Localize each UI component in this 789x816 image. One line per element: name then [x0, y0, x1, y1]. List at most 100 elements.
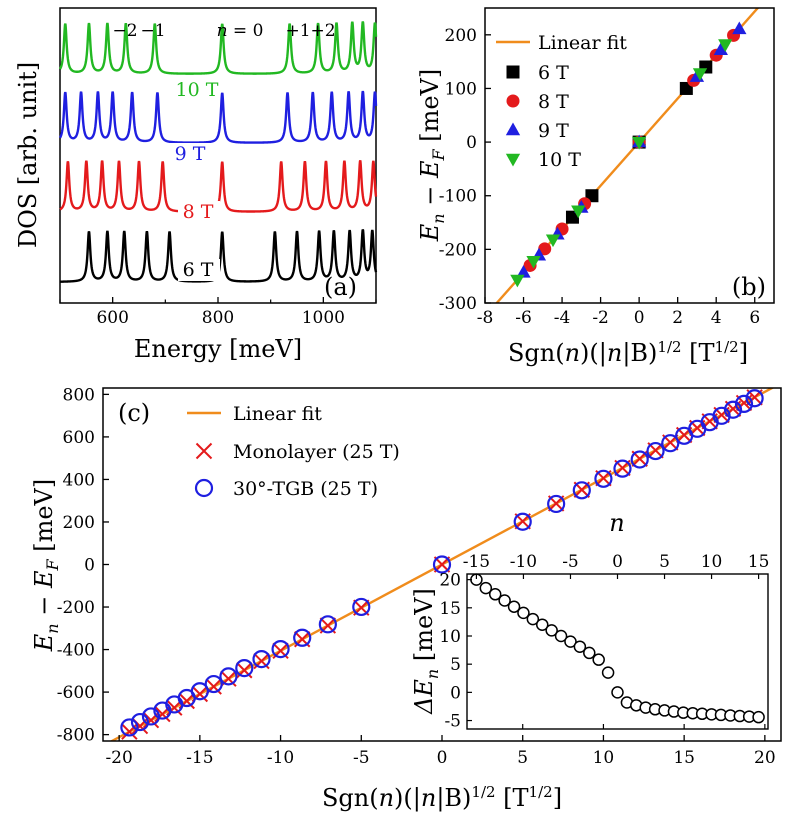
series-10T — [510, 39, 733, 288]
legend-marker — [506, 65, 520, 79]
x-tick-label: -4 — [554, 308, 571, 328]
x-tick-label: 600 — [96, 308, 128, 328]
legend-fit-label: Linear fit — [538, 32, 627, 54]
legend-marker — [506, 94, 520, 108]
y-tick-label: 0 — [84, 556, 95, 576]
data-point — [713, 42, 728, 56]
data-point — [318, 615, 337, 634]
data-point — [432, 555, 452, 574]
data-point — [235, 659, 254, 678]
x-tick-label: 15 — [673, 748, 695, 768]
inset-point — [573, 640, 587, 653]
panel-c-ylabel: En − EF [meV] — [30, 479, 62, 653]
inset-point — [611, 686, 624, 699]
dos-curve-10T — [58, 21, 378, 75]
level-label: +1 — [285, 21, 310, 41]
data-point — [120, 718, 139, 737]
panel-c-tag: (c) — [118, 399, 150, 427]
x-tick-label: 800 — [202, 308, 234, 328]
y-tick-label: -100 — [439, 187, 477, 207]
data-point — [723, 400, 743, 419]
data-point — [252, 650, 271, 669]
y-tick-label: -600 — [57, 683, 95, 703]
y-tick-label: -800 — [57, 726, 95, 746]
panel-c: -20 -15 -10 -5 0 5 10 15 20-800-600-400-20002004… — [57, 385, 782, 768]
data-point — [510, 274, 525, 288]
dos-curve-9T — [58, 90, 378, 144]
data-point — [545, 234, 561, 248]
legend-label: 10 T — [538, 149, 581, 171]
x-tick-label: 2 — [672, 308, 683, 328]
inset-point — [583, 646, 596, 660]
x-tick-label: -20 — [105, 748, 132, 768]
level-label-n0: n = 0 — [217, 21, 264, 41]
legend-label: 8 T — [538, 91, 569, 113]
inset-point — [517, 606, 530, 620]
dos-label-bg — [170, 143, 212, 165]
y-tick-label: -400 — [57, 641, 95, 661]
inset-point — [592, 653, 605, 666]
inset-y-tick-label: 20 — [439, 571, 461, 591]
data-point — [630, 450, 649, 469]
legend-label: 30°-TGB (25 T) — [233, 478, 378, 500]
data-point — [631, 136, 647, 150]
inset-y-tick-label: 10 — [439, 627, 461, 647]
data-point — [293, 628, 312, 647]
x-tick-label: 5 — [517, 748, 528, 768]
inset-point — [554, 629, 568, 643]
inset-point — [545, 624, 558, 637]
x-tick-label: 10 — [593, 748, 615, 768]
data-point — [745, 389, 764, 408]
data-point — [692, 68, 708, 81]
y-tick-label: 800 — [63, 385, 95, 405]
legend-marker — [194, 478, 214, 498]
legend-label: 9 T — [538, 120, 569, 142]
inset-y-tick-label: 15 — [439, 599, 461, 619]
panel-a-tag: (a) — [324, 273, 357, 301]
dos-label-6T: 6 T — [183, 259, 214, 281]
data-point — [571, 205, 586, 219]
x-tick-label: -15 — [186, 748, 213, 768]
legend-marker — [505, 122, 521, 136]
y-tick-label: 0 — [466, 133, 477, 153]
x-tick-label: 4 — [711, 308, 722, 328]
inset-top-tick-label: 10 — [701, 552, 723, 572]
level-label: −2 — [112, 21, 137, 41]
inset-xlabel: n — [609, 509, 624, 537]
x-tick-label: 6 — [749, 308, 760, 328]
level-label: −1 — [140, 21, 165, 41]
inset-point — [601, 666, 615, 679]
data-point — [646, 441, 665, 461]
data-point — [516, 264, 531, 278]
inset-point — [498, 594, 511, 607]
x-tick-label: 20 — [754, 748, 776, 768]
inset-y-tick-label: 5 — [450, 655, 461, 675]
y-tick-label: -200 — [439, 240, 477, 260]
dos-label-bg — [177, 79, 219, 101]
data-point — [204, 674, 223, 694]
inset-y-tick-label: -5 — [444, 712, 461, 732]
inset-top-tick-label: -5 — [562, 552, 579, 572]
y-tick-label: -300 — [439, 294, 477, 314]
dos-label-bg — [178, 201, 220, 223]
x-tick-label: 0 — [437, 748, 448, 768]
inset-point — [507, 600, 521, 613]
x-tick-label: -10 — [267, 748, 294, 768]
inset-point — [488, 588, 502, 601]
dos-label-10T: 10 T — [176, 79, 219, 101]
y-tick-label: -200 — [57, 598, 95, 618]
panel-c-xlabel: Sgn(n)(|n|B)1/2 [T1/2] — [322, 783, 562, 813]
inset: -15 -10 -5 0 5 10 15 -5 0 5 10 15 20 n ΔEn [meV] — [410, 509, 769, 732]
inset-top-tick-label: -15 — [463, 552, 490, 572]
x-tick-label: 1000 — [302, 308, 345, 328]
data-point — [141, 707, 161, 726]
inset-top-tick-label: 0 — [612, 552, 623, 572]
x-tick-label: -8 — [477, 308, 494, 328]
inset-top-tick-label: -10 — [510, 552, 537, 572]
panel-a: 6 T 8 T 9 T 10 T −2 −1 n = 0 +1 +2 600 800 1000 (a) E… — [14, 7, 378, 363]
data-point — [271, 640, 290, 659]
x-tick-label: 0 — [634, 308, 645, 328]
x-tick-label: -5 — [353, 748, 370, 768]
panel-b-xlabel: Sgn(n)(|n|B)1/2 [T1/2] — [508, 338, 748, 368]
